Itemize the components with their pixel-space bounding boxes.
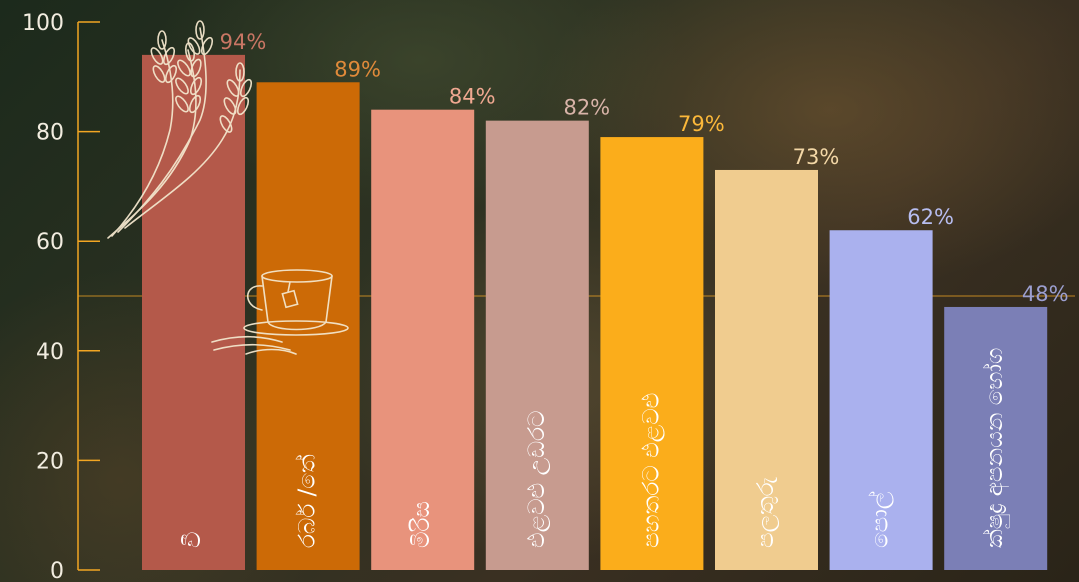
category-label: පොල් (867, 491, 893, 548)
data-label: 48% (1022, 282, 1069, 306)
y-tick-label: 100 (22, 11, 64, 36)
wheat-grain-cluster-4 (150, 30, 178, 84)
data-label: 62% (907, 205, 954, 229)
category-label: ක්ෂුද්‍ර අපනයන භෝග (982, 348, 1009, 548)
category-label: වී (180, 531, 206, 548)
wheat-grain-cluster-2 (187, 20, 214, 56)
bar (944, 306, 1048, 570)
category-label: රබර් /තේ (294, 454, 320, 548)
bar (142, 54, 245, 570)
y-tick-label: 60 (36, 230, 64, 255)
wheat-grain-cluster-3 (219, 62, 253, 133)
bar (829, 230, 933, 571)
category-label: පහතරට එළවළු (638, 393, 664, 548)
y-tick-label: 40 (36, 340, 64, 365)
data-label: 94% (220, 30, 267, 54)
data-label: 79% (678, 112, 725, 136)
bar (600, 137, 704, 570)
y-tick-label: 0 (50, 559, 64, 582)
bar (715, 169, 818, 570)
data-label: 82% (563, 96, 610, 120)
data-label: 89% (334, 57, 381, 81)
category-label: මිරිස (408, 501, 435, 548)
bar (371, 109, 475, 571)
y-tick-label: 80 (36, 121, 64, 146)
tea-cup-icon (211, 269, 349, 355)
category-label: එළවළු උඩරට (524, 410, 550, 548)
bar (485, 120, 589, 570)
y-tick-label: 20 (36, 449, 64, 474)
category-label: පලතුරු (753, 476, 779, 548)
data-label: 84% (449, 85, 496, 109)
data-label: 73% (793, 145, 840, 169)
wheat-icon (107, 20, 253, 239)
